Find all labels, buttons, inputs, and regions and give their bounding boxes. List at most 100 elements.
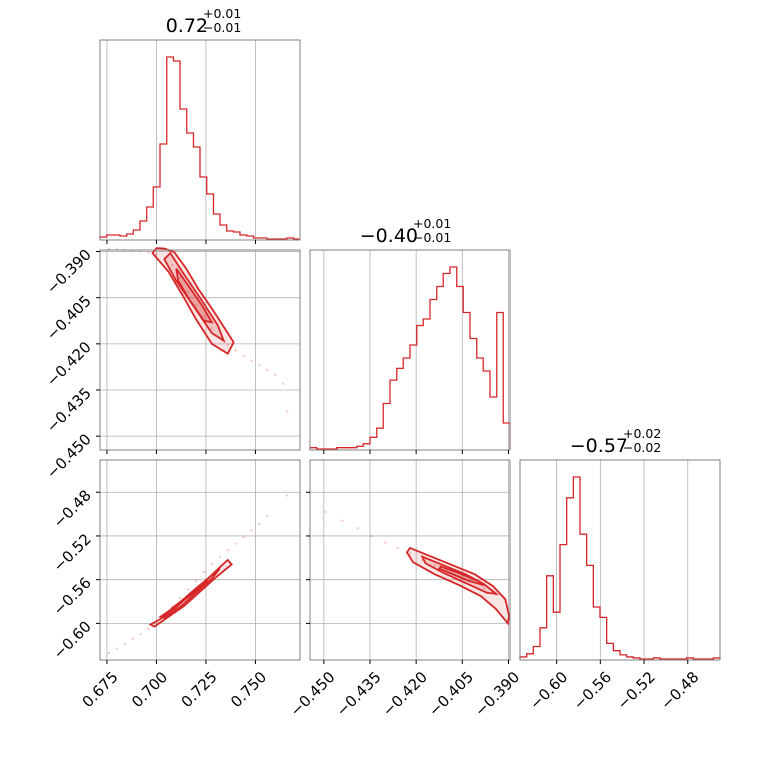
scatter-point-1-0-11	[194, 304, 198, 307]
scatter-point-2-0-13	[210, 563, 214, 566]
scatter-point-2-1-4	[384, 541, 387, 544]
panel-frame-2-2	[519, 459, 721, 661]
title-minus-0: −0.01	[203, 20, 241, 35]
contour-2-1-2	[437, 565, 485, 587]
scatter-point-1-0-15	[226, 344, 229, 347]
scatter-point-1-0-19	[258, 364, 261, 367]
scatter-point-2-1-8	[433, 564, 436, 567]
title-value-1: −0.40	[360, 225, 418, 247]
scatter-point-1-0-13	[210, 327, 214, 330]
title-2: −0.57+0.02−0.02	[570, 426, 662, 457]
scatter-point-1-0-20	[266, 368, 269, 372]
scatter-point-1-0-16	[234, 349, 237, 352]
panel-frame-0-0	[99, 39, 301, 241]
scatter-point-2-1-12	[482, 587, 486, 590]
scatter-point-2-0-1	[115, 647, 119, 650]
corner-panels: 0.675 0.700 0.725 0.750 −0.450−0.435−0.420−0…	[43, 6, 721, 720]
x-tick-label-1-3: −0.405	[425, 668, 477, 720]
panel-2-1	[306, 459, 511, 664]
panel-frame-2-1	[309, 459, 511, 661]
x-tick-label-0-1: 0.700	[128, 668, 171, 711]
contour-1-0-2	[175, 267, 214, 324]
scatter-point-2-0-21	[285, 494, 289, 497]
scatter-point-1-0-17	[242, 354, 245, 358]
scatter-point-2-0-3	[131, 637, 134, 640]
panel-2-0	[96, 459, 301, 664]
scatter-point-1-0-12	[202, 314, 206, 318]
panel-2-2	[519, 459, 721, 664]
scatter-point-2-0-16	[234, 542, 237, 545]
scatter-point-2-1-3	[370, 534, 373, 538]
scatter-point-1-0-22	[281, 382, 285, 386]
title-plus-1: +0.01	[413, 216, 451, 231]
scatter-point-2-0-2	[123, 642, 126, 646]
scatter-point-1-0-4	[139, 250, 142, 253]
scatter-point-2-1-1	[341, 519, 344, 522]
scatter-point-1-0-23	[285, 410, 289, 413]
title-value-2: −0.57	[570, 435, 628, 457]
title-value-0: 0.72	[166, 15, 208, 37]
x-tick-label-2-3: −0.48	[657, 668, 702, 713]
x-tick-label-2-0: −0.60	[526, 668, 571, 713]
histogram-0	[99, 56, 300, 240]
contour-2-1-0	[405, 546, 510, 626]
scatter-point-1-0-6	[155, 252, 158, 256]
scatter-point-1-0-18	[250, 359, 253, 362]
scatter-point-2-0-15	[226, 548, 229, 552]
scatter-point-2-0-14	[218, 555, 222, 558]
contour-2-0-2	[170, 578, 209, 611]
scatter-point-2-0-17	[242, 535, 245, 539]
panel-frame-1-0	[99, 249, 301, 451]
title-plus-0: +0.01	[203, 6, 241, 21]
x-tick-label-1-1: −0.435	[333, 668, 385, 720]
x-tick-label-0-2: 0.725	[178, 668, 221, 711]
x-tick-label-1-4: −0.390	[471, 668, 523, 720]
scatter-point-2-0-12	[202, 570, 206, 574]
y-tick-label-2-2: −0.52	[50, 530, 95, 575]
panel-1-0	[96, 247, 301, 454]
scatter-point-2-1-2	[356, 527, 359, 530]
x-tick-label-1-0: −0.450	[287, 668, 339, 720]
histogram-2	[519, 476, 721, 660]
scatter-point-1-0-9	[178, 276, 182, 279]
scatter-point-1-0-8	[171, 264, 174, 267]
title-1: −0.40+0.01−0.01	[360, 216, 452, 247]
title-minus-1: −0.01	[413, 230, 451, 245]
scatter-point-2-1-5	[396, 546, 399, 550]
scatter-point-2-0-9	[178, 597, 182, 600]
panel-1-1	[309, 249, 511, 454]
scatter-point-2-0-10	[186, 588, 190, 591]
panel-frame-2-0	[99, 459, 301, 661]
y-tick-label-1-0: −0.450	[43, 430, 95, 482]
y-tick-label-2-1: −0.56	[50, 574, 95, 619]
y-tick-label-1-1: −0.435	[43, 384, 95, 436]
panel-0-0	[99, 39, 301, 244]
scatter-point-2-0-5	[147, 627, 150, 631]
x-tick-label-2-1: −0.56	[570, 668, 615, 713]
y-tick-label-1-2: −0.420	[43, 338, 95, 390]
scatter-point-2-0-11	[194, 579, 198, 582]
y-tick-label-1-4: −0.390	[43, 246, 95, 298]
scatter-point-2-0-19	[258, 522, 261, 526]
title-plus-2: +0.02	[623, 426, 661, 441]
x-tick-label-1-2: −0.420	[379, 668, 431, 720]
scatter-point-1-0-21	[274, 373, 277, 376]
x-tick-label-0-0: 0.675	[79, 668, 122, 711]
scatter-point-2-1-6	[408, 552, 412, 555]
scatter-point-1-0-5	[147, 250, 150, 254]
x-tick-label-2-2: −0.52	[614, 668, 659, 713]
y-tick-label-2-0: −0.60	[50, 617, 95, 662]
scatter-point-2-0-4	[139, 633, 142, 636]
scatter-point-1-0-10	[186, 290, 190, 293]
panel-frame-1-1	[309, 249, 511, 451]
scatter-point-2-0-18	[250, 529, 253, 532]
x-tick-label-0-3: 0.750	[227, 668, 270, 711]
title-0: 0.72+0.01−0.01	[166, 6, 242, 37]
y-tick-label-1-3: −0.405	[43, 292, 95, 344]
scatter-point-2-0-0	[107, 651, 111, 655]
y-tick-label-2-3: −0.48	[50, 486, 95, 531]
scatter-point-2-1-0	[324, 510, 327, 514]
histogram-1	[309, 266, 511, 450]
scatter-point-2-0-20	[266, 515, 269, 518]
